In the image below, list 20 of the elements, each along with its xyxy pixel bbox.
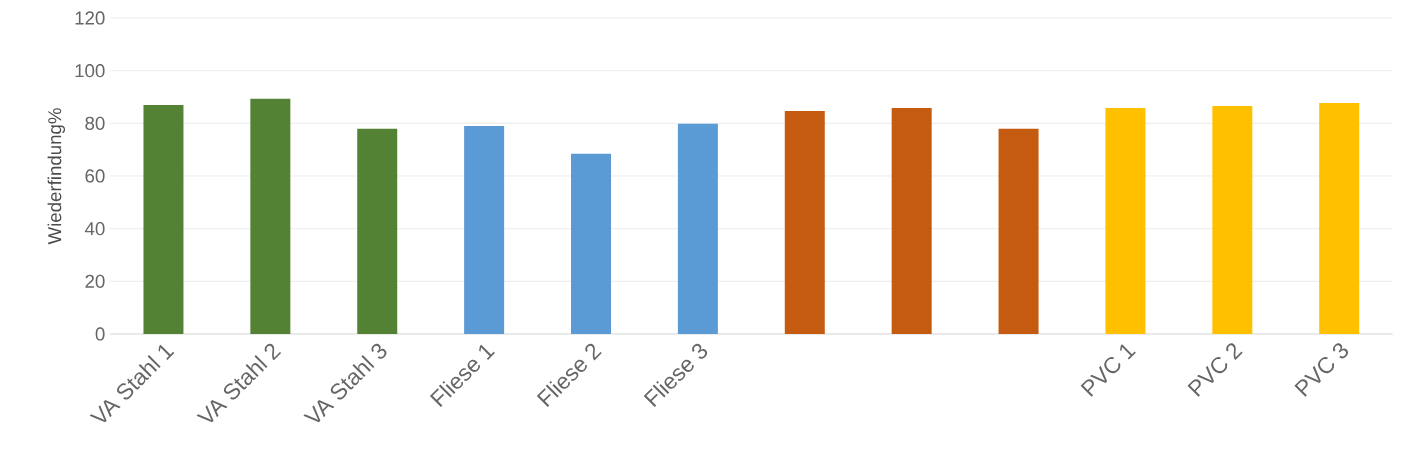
bar <box>143 104 184 334</box>
bar <box>891 108 932 334</box>
bar <box>357 128 398 334</box>
bar <box>1105 108 1146 334</box>
y-tick-label: 120 <box>75 11 105 25</box>
y-tick-label: 80 <box>85 116 105 130</box>
bar <box>677 123 718 334</box>
bar <box>250 98 291 334</box>
bar <box>571 153 612 334</box>
bar <box>1319 103 1360 334</box>
bar <box>784 110 825 334</box>
y-tick-label: 0 <box>95 327 105 341</box>
y-tick-label: 100 <box>75 64 105 78</box>
y-axis-title: Wiederfindung% <box>47 108 65 245</box>
y-tick-label: 40 <box>84 222 105 236</box>
y-tick-label: 60 <box>85 169 105 183</box>
bar <box>998 128 1039 334</box>
bar <box>1212 105 1253 334</box>
y-tick-label: 20 <box>85 274 105 288</box>
bar <box>464 125 505 334</box>
